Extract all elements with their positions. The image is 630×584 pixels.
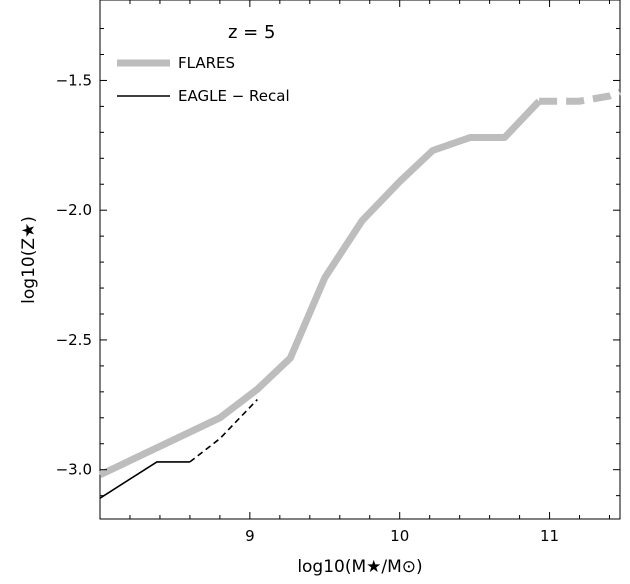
legend-label-flares: FLARES [178,54,235,72]
x-tick-label: 10 [390,527,409,545]
y-tick-label: −2.5 [56,331,92,349]
y-tick-label: −2.0 [56,201,92,219]
x-tick-label: 9 [245,527,255,545]
plot-frame [99,0,621,520]
series-layer [98,88,622,499]
series-1-dashed-line [189,399,258,463]
x-tick-label: 11 [540,527,559,545]
legend-label-eagle: EAGLE − Recal [178,87,290,105]
y-axis-label: log10(Z★) [19,216,39,304]
legend: FLARES EAGLE − Recal [117,54,290,105]
x-axis-label: log10(M★/M⊙) [297,557,422,577]
series-0-line [98,98,542,479]
series-0-dashed-line [539,88,622,105]
y-tick-label: −3.0 [56,461,92,479]
z-annotation: z = 5 [228,22,275,43]
y-tick-label: −1.5 [56,71,92,89]
series-1-line [99,461,190,499]
ticks-layer: 9 10 11 −3.0 −2.5 −2.0 −1.5 [56,0,620,545]
